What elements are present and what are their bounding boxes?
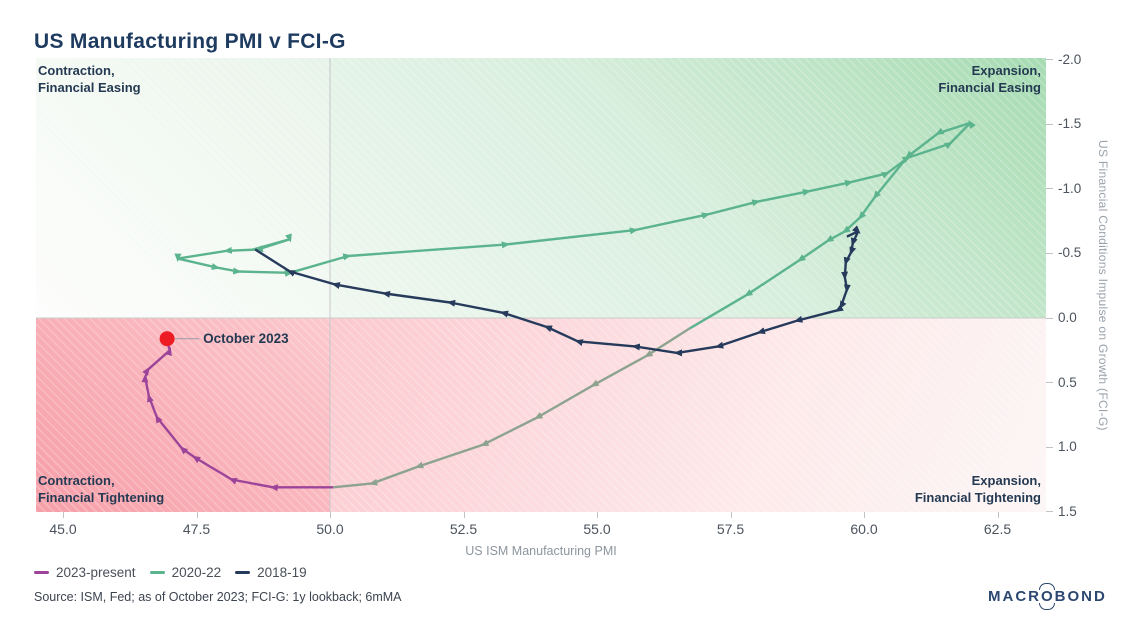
x-tick-mark (330, 512, 331, 518)
y-tick-label: -1.0 (1058, 180, 1082, 196)
x-axis-title: US ISM Manufacturing PMI (465, 544, 617, 558)
y-tick-mark (1046, 252, 1053, 254)
x-tick-mark (730, 512, 732, 518)
y-tick-label: 1.5 (1058, 503, 1077, 519)
legend: 2023-present 2020-22 2018-19 (34, 565, 307, 580)
y-tick-label: 0.5 (1058, 374, 1077, 390)
plot-area: Contraction, Financial Easing Expansion,… (36, 58, 1046, 512)
series-2020-22 (174, 119, 976, 330)
x-tick-mark (63, 512, 64, 518)
source-note: Source: ISM, Fed; as of October 2023; FC… (34, 590, 402, 604)
x-tick-label: 60.0 (850, 521, 878, 537)
legend-swatch-2018-19 (235, 571, 251, 574)
series-2018-19 (254, 225, 861, 357)
series-2020-22-tail (333, 327, 691, 489)
logo-text-pre: MACR (988, 588, 1041, 605)
x-tick-mark (196, 512, 198, 518)
y-tick-label: 1.0 (1058, 439, 1077, 455)
series-2023-present (141, 340, 334, 492)
quadrant-label-bottom-right: Expansion, Financial Tightening (914, 473, 1041, 506)
x-tick-mark (864, 512, 865, 518)
x-tick-label: 62.5 (983, 521, 1012, 537)
x-tick-label: 52.5 (449, 521, 478, 537)
october-2023-label: October 2023 (203, 330, 289, 346)
x-tick-label: 50.0 (316, 521, 344, 537)
legend-item-2018-19: 2018-19 (235, 565, 307, 580)
x-axis-ticks: 45.0 47.5 50.0 52.5 55.0 57.5 60.0 62.5 (36, 512, 1046, 552)
y-tick-label: -1.5 (1058, 116, 1082, 132)
legend-label-2023-present: 2023-present (56, 565, 136, 580)
y-tick-label: 0.0 (1058, 310, 1077, 325)
y-tick-mark (1046, 59, 1053, 61)
legend-swatch-2020-22 (149, 571, 165, 574)
y-tick-mark (1046, 188, 1053, 190)
x-tick-label: 45.0 (49, 521, 77, 537)
x-tick-mark (597, 512, 598, 518)
chart-title: US Manufacturing PMI v FCI-G (34, 30, 346, 53)
y-tick-mark (1046, 317, 1053, 319)
legend-item-2023-present: 2023-present (34, 565, 136, 580)
x-tick-label: 57.5 (716, 521, 745, 537)
y-tick-mark (1046, 123, 1053, 125)
logo-text-post: BOND (1054, 588, 1107, 605)
y-tick-mark (1046, 382, 1053, 384)
legend-label-2020-22: 2020-22 (171, 565, 222, 580)
y-axis-title: US Financial Conditions Impulse on Growt… (1096, 139, 1110, 431)
quadrant-label-top-left: Contraction, Financial Easing (38, 63, 141, 95)
y-tick-mark (1046, 446, 1053, 448)
x-tick-label: 55.0 (583, 521, 611, 537)
legend-item-2020-22: 2020-22 (149, 565, 222, 580)
logo-o-mark: O (1039, 583, 1055, 610)
quadrant-label-bottom-left: Contraction, Financial Tightening (38, 473, 165, 506)
x-tick-mark (997, 512, 999, 518)
x-tick-mark (463, 512, 465, 518)
legend-label-2018-19: 2018-19 (257, 565, 307, 580)
y-tick-label: -2.0 (1058, 51, 1082, 67)
x-tick-label: 47.5 (182, 521, 211, 537)
october-2023-dot (159, 331, 175, 347)
chart-canvas (36, 58, 1046, 512)
y-tick-label: -0.5 (1058, 245, 1082, 261)
quadrant-label-top-right: Expansion, Financial Easing (938, 63, 1041, 95)
y-tick-mark (1046, 511, 1053, 513)
macrobond-logo: MACROBOND (988, 583, 1107, 610)
legend-swatch-2023-present (34, 571, 49, 574)
y-axis-ticks: -2.0 -1.5 -1.0 -0.5 0.0 0.5 1.0 1.5 (1046, 52, 1125, 519)
